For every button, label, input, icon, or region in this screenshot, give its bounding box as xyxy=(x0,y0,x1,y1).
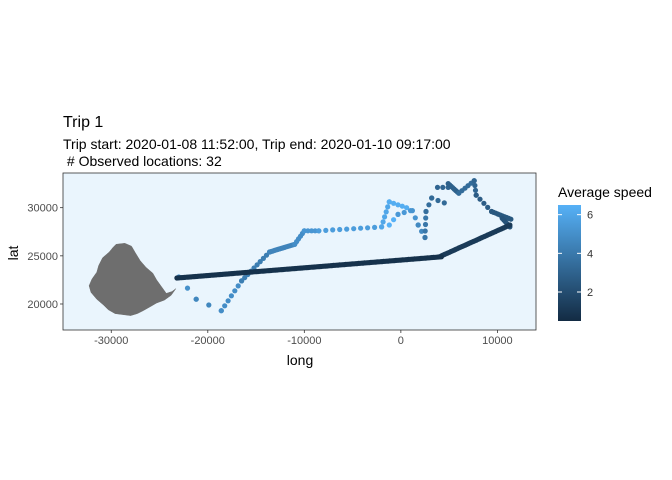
location-point xyxy=(435,197,441,204)
location-point xyxy=(440,184,446,190)
location-point xyxy=(423,208,429,215)
location-point xyxy=(337,226,343,233)
location-point xyxy=(508,216,514,222)
location-point xyxy=(257,259,263,265)
location-point xyxy=(409,208,415,214)
x-axis-title: long xyxy=(287,352,313,368)
x-axis: -30000 -20000 -10000 0 10000 xyxy=(94,330,513,347)
chart-title: Trip 1 xyxy=(63,114,103,131)
location-point xyxy=(399,203,405,209)
location-point xyxy=(365,225,371,231)
location-point xyxy=(485,204,491,210)
location-point xyxy=(323,227,329,233)
location-point xyxy=(383,209,389,215)
location-point xyxy=(260,255,266,261)
location-point xyxy=(242,275,248,281)
location-point xyxy=(422,234,428,241)
location-point xyxy=(235,283,241,289)
location-point xyxy=(423,215,429,221)
legend-tick-label: 6 xyxy=(587,210,593,222)
legend-title: Average speed xyxy=(558,184,652,200)
points-layer xyxy=(174,178,514,314)
location-point xyxy=(477,196,483,202)
location-point xyxy=(395,211,401,217)
legend-colorbar xyxy=(558,205,581,321)
location-point xyxy=(312,228,318,234)
location-point xyxy=(471,178,477,184)
location-point xyxy=(184,285,191,291)
plot-panel-border xyxy=(62,172,537,331)
location-point xyxy=(412,215,418,221)
location-point xyxy=(395,202,401,208)
location-point xyxy=(380,219,386,225)
location-point xyxy=(429,195,435,201)
location-point xyxy=(391,200,397,206)
location-point xyxy=(401,209,407,216)
location-point xyxy=(434,184,441,190)
legend-ticks: 2 4 6 xyxy=(558,210,593,299)
location-point xyxy=(344,226,350,232)
y-tick-label: 20000 xyxy=(27,299,58,311)
y-tick-label: 25000 xyxy=(27,251,58,263)
location-point xyxy=(218,308,224,314)
landmass xyxy=(88,243,177,316)
x-tick-label: -20000 xyxy=(191,335,225,347)
location-point xyxy=(225,298,231,304)
location-point xyxy=(222,303,228,309)
location-point xyxy=(386,199,392,205)
y-axis-title: lat xyxy=(5,246,21,261)
location-point xyxy=(473,192,479,198)
y-axis: 20000 25000 30000 xyxy=(27,203,63,311)
legend-tick-label: 2 xyxy=(587,287,593,299)
location-point xyxy=(386,222,392,228)
y-tick-label: 30000 xyxy=(27,203,58,215)
location-point xyxy=(481,200,487,206)
location-point xyxy=(309,228,315,234)
location-point xyxy=(351,226,357,232)
x-tick-label: 0 xyxy=(398,335,404,347)
location-point xyxy=(305,228,311,234)
chart-subtitle-line2: # Observed locations: 32 xyxy=(63,153,222,169)
x-tick-label: -10000 xyxy=(287,335,321,347)
location-point xyxy=(472,187,479,193)
location-point xyxy=(441,200,447,206)
location-point xyxy=(232,288,238,294)
chart-subtitle-line1: Trip start: 2020-01-08 11:52:00, Trip en… xyxy=(63,136,451,152)
location-point xyxy=(422,221,429,228)
location-point xyxy=(301,228,307,234)
legend-tick-label: 4 xyxy=(587,248,593,260)
location-point xyxy=(385,204,391,210)
location-point xyxy=(415,222,421,228)
x-tick-label: 10000 xyxy=(482,335,513,347)
location-point xyxy=(174,275,180,281)
landmass-layer xyxy=(88,243,177,316)
location-point xyxy=(254,262,260,268)
legend: Average speed 2 4 6 xyxy=(558,184,652,321)
x-tick-label: -30000 xyxy=(94,335,128,347)
location-point xyxy=(422,228,428,234)
location-point xyxy=(330,227,336,233)
location-point xyxy=(358,225,364,231)
location-point xyxy=(239,278,245,284)
location-point xyxy=(263,252,270,258)
location-point xyxy=(379,224,385,230)
location-point xyxy=(228,293,234,299)
location-point xyxy=(382,214,388,220)
location-point xyxy=(193,296,199,302)
location-point xyxy=(426,202,432,208)
location-point xyxy=(472,182,478,189)
location-point xyxy=(372,224,378,230)
location-point xyxy=(316,228,322,234)
location-point xyxy=(391,217,397,223)
location-point xyxy=(206,302,212,308)
location-point xyxy=(404,205,410,211)
